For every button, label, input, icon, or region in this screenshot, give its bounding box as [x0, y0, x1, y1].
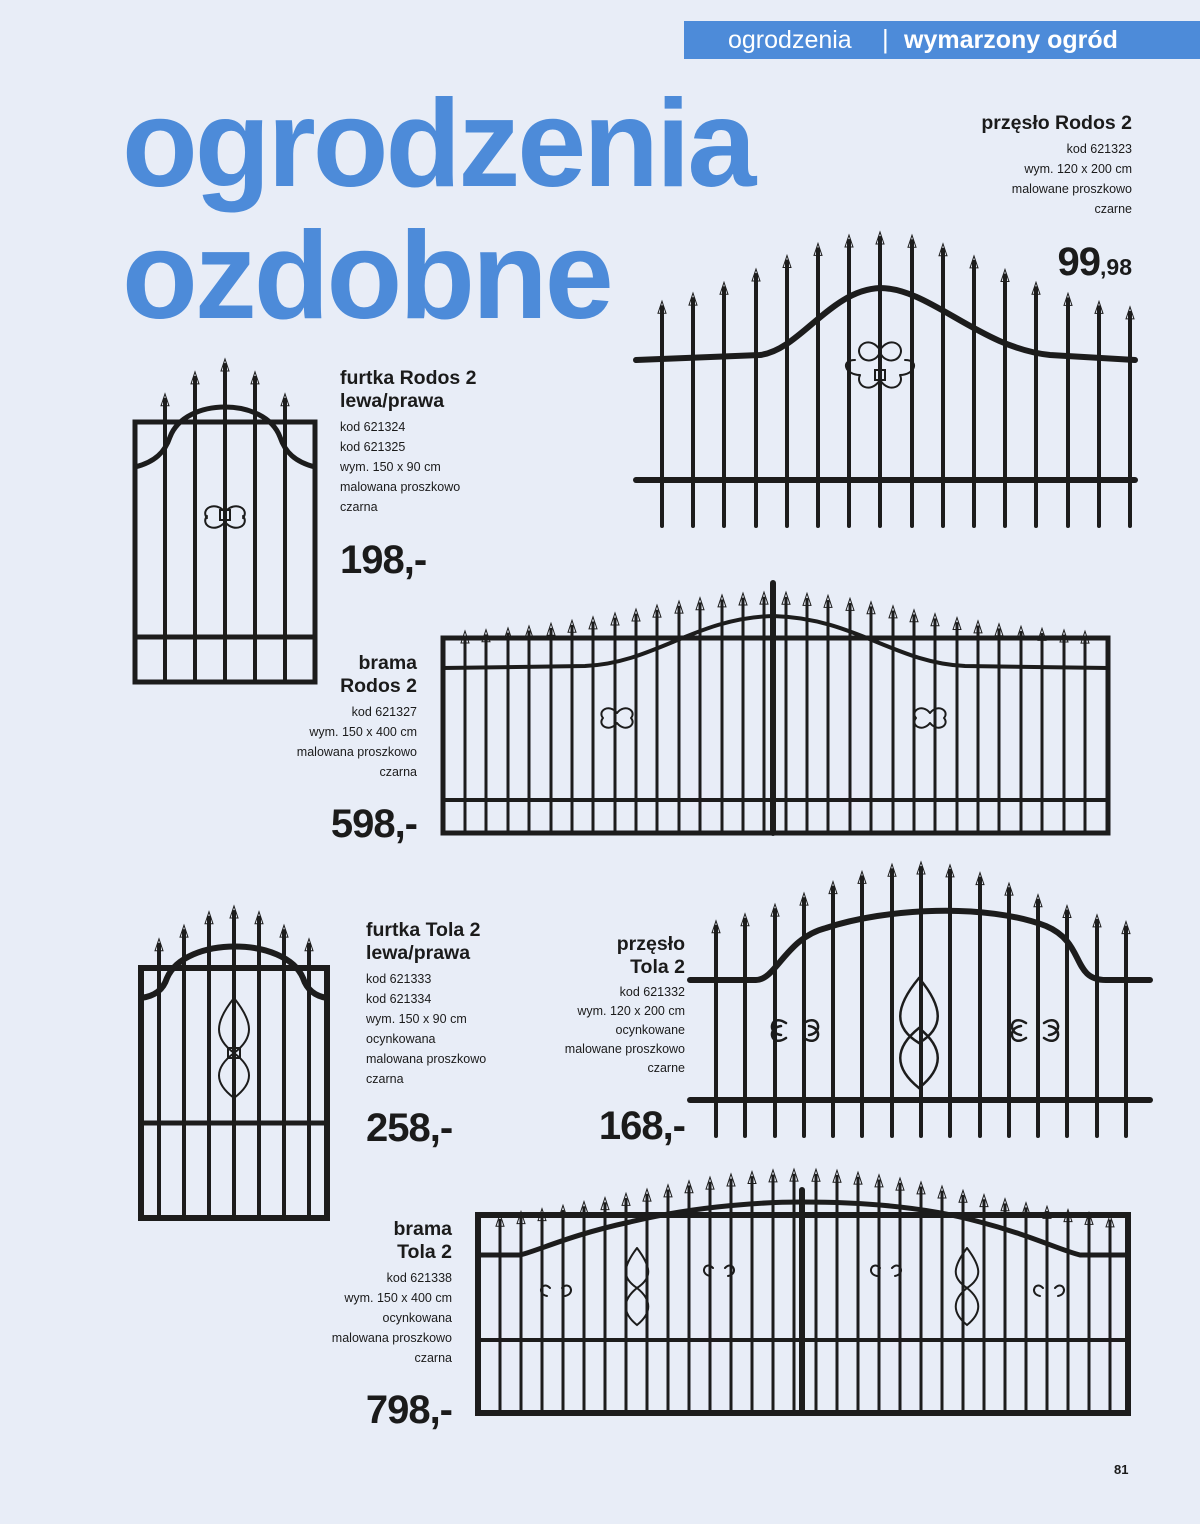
- product-przeslo-rodos-2: przęsło Rodos 2 kod 621323 wym. 120 x 20…: [981, 112, 1132, 219]
- section-tag-bar: ogrodzenia | wymarzony ogród: [684, 21, 1200, 59]
- product-brama-rodos-2: brama Rodos 2 kod 621327 wym. 150 x 400 …: [297, 652, 417, 782]
- product-spec: kod 621338 wym. 150 x 400 cm ocynkowana …: [331, 1271, 452, 1365]
- product-furtka-tola-2: furtka Tola 2 lewa/prawa kod 621333 kod …: [366, 919, 486, 1089]
- product-spec: kod 621333 kod 621334 wym. 150 x 90 cm o…: [366, 972, 487, 1086]
- przeslo-tola-2-image: [687, 860, 1153, 1138]
- product-name: furtka Rodos 2 lewa/prawa: [340, 367, 477, 412]
- furtka-rodos-2-image: [132, 357, 318, 685]
- brama-tola-2-image: [475, 1167, 1131, 1416]
- product-name: brama Tola 2: [393, 1218, 452, 1263]
- category-label: ogrodzenia: [728, 26, 852, 54]
- tag-separator: |: [882, 24, 889, 54]
- product-name: brama Rodos 2: [340, 652, 417, 697]
- product-furtka-rodos-2: furtka Rodos 2 lewa/prawa kod 621324 kod…: [340, 367, 477, 517]
- page-headline: ogrodzenia ozdobne: [122, 75, 756, 345]
- price-brama-tola-2: 798,-: [365, 1388, 453, 1432]
- price-furtka-tola-2: 258,-: [366, 1106, 453, 1150]
- price-przeslo-tola-2: 168,-: [598, 1104, 686, 1148]
- product-brama-tola-2: brama Tola 2 kod 621338 wym. 150 x 400 c…: [332, 1218, 452, 1368]
- brama-rodos-2-image: [440, 580, 1111, 836]
- price-przeslo-rodos-2: 99,98: [1057, 240, 1132, 284]
- product-name: furtka Tola 2 lewa/prawa: [366, 919, 481, 964]
- page-number: 81: [1114, 1462, 1129, 1477]
- section-label: wymarzony ogród: [904, 26, 1118, 54]
- headline-line-1: ogrodzenia: [122, 75, 756, 213]
- product-name: przęsło Rodos 2: [981, 112, 1132, 134]
- product-spec: kod 621327 wym. 150 x 400 cm malowana pr…: [296, 705, 417, 779]
- przeslo-rodos-2-image: [633, 230, 1138, 528]
- product-spec: kod 621324 kod 621325 wym. 150 x 90 cm m…: [340, 420, 461, 514]
- product-name: przęsło Tola 2: [616, 933, 685, 978]
- product-spec: kod 621332 wym. 120 x 200 cm ocynkowane …: [564, 985, 685, 1075]
- price-furtka-rodos-2: 198,-: [340, 538, 427, 582]
- product-spec: kod 621323 wym. 120 x 200 cm malowane pr…: [1011, 142, 1132, 216]
- product-przeslo-tola-2: przęsło Tola 2 kod 621332 wym. 120 x 200…: [565, 933, 685, 1078]
- price-brama-rodos-2: 598,-: [330, 802, 418, 846]
- headline-line-2: ozdobne: [122, 207, 614, 345]
- furtka-tola-2-image: [138, 904, 330, 1221]
